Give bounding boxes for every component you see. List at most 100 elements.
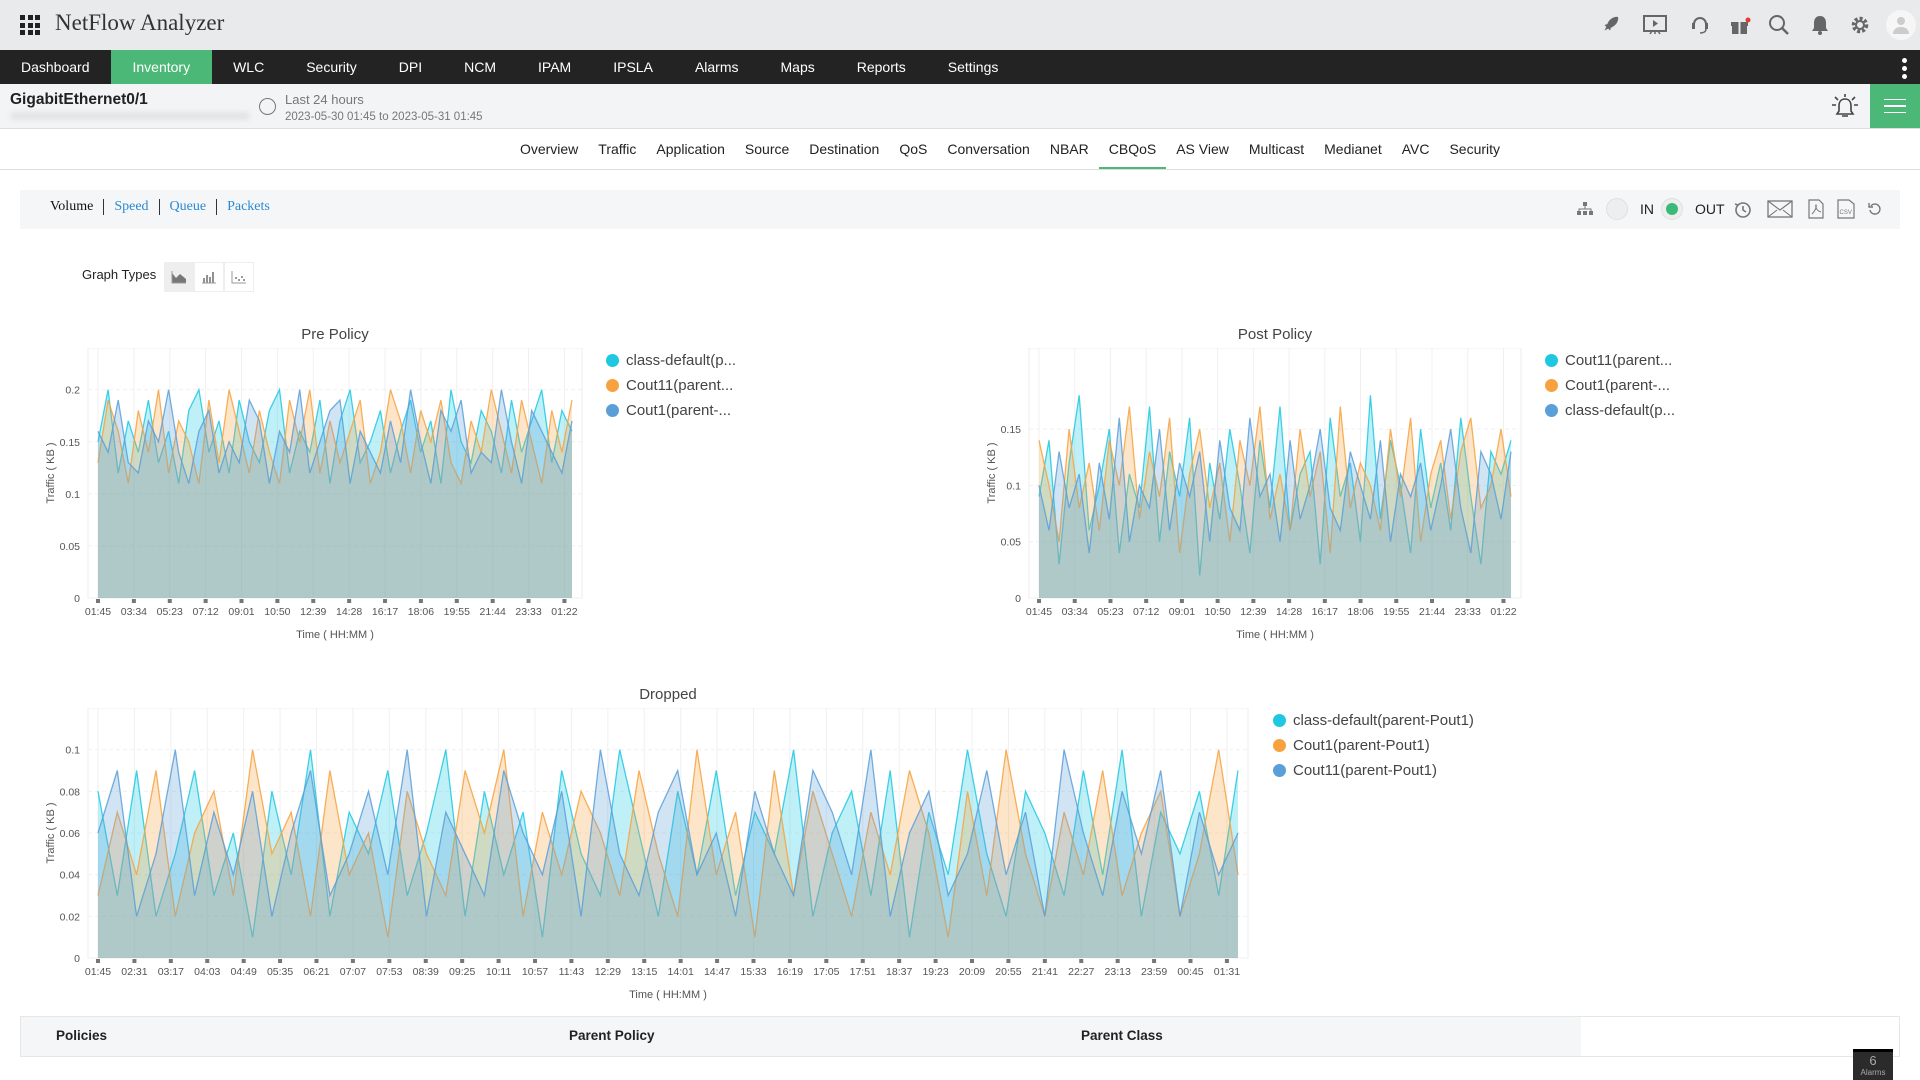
time-period[interactable]: Last 24 hours	[285, 92, 364, 107]
gift-icon[interactable]	[1727, 12, 1753, 38]
x-tick-label: 19:55	[1383, 606, 1409, 618]
legend-dropped: class-default(parent-Pout1) Cout1(parent-…	[1273, 708, 1474, 783]
legend-item[interactable]: class-default(p...	[1545, 398, 1675, 423]
x-tick-label: 10:57	[522, 966, 548, 978]
tab-traffic[interactable]: Traffic	[598, 141, 637, 157]
nav-item-wlc[interactable]: WLC	[233, 59, 265, 75]
x-tick-mark	[970, 959, 974, 963]
presentation-icon[interactable]	[1642, 12, 1668, 38]
in-toggle[interactable]	[1606, 198, 1628, 220]
x-tick-mark	[1108, 599, 1113, 603]
tab-qos[interactable]: QoS	[899, 141, 928, 157]
metric-volume[interactable]: Volume	[40, 199, 105, 215]
column-header-policies[interactable]: Policies	[56, 1028, 108, 1043]
x-tick-label: 09:01	[228, 606, 254, 618]
tab-multicast[interactable]: Multicast	[1248, 141, 1305, 157]
x-tick-label: 20:55	[995, 966, 1021, 978]
nav-item-security[interactable]: Security	[306, 59, 357, 75]
tab-avc[interactable]: AVC	[1401, 141, 1430, 157]
legend-item[interactable]: Cout1(parent-...	[1545, 373, 1675, 398]
alarm-label: Alarms	[1860, 1068, 1886, 1077]
nav-item-alarms[interactable]: Alarms	[694, 59, 739, 75]
pdf-icon[interactable]	[1808, 198, 1824, 220]
out-toggle[interactable]	[1661, 198, 1683, 220]
history-icon[interactable]	[1733, 198, 1753, 220]
x-tick-label: 04:03	[194, 966, 220, 978]
app-grid-icon[interactable]	[20, 15, 40, 35]
nav-item-maps[interactable]: Maps	[780, 59, 815, 75]
legend-label: class-default(parent-Pout1)	[1293, 712, 1474, 729]
nav-item-dpi[interactable]: DPI	[398, 59, 423, 75]
y-tick-label: 0.1	[65, 489, 80, 501]
x-tick-mark	[1215, 599, 1220, 603]
bar-chart-icon[interactable]	[194, 262, 224, 292]
tab-application[interactable]: Application	[656, 141, 725, 157]
legend-item[interactable]: Cout1(parent-...	[606, 398, 736, 423]
tab-security[interactable]: Security	[1449, 141, 1501, 157]
search-icon[interactable]	[1766, 12, 1792, 38]
headset-icon[interactable]	[1687, 12, 1713, 38]
nav-item-dashboard[interactable]: Dashboard	[21, 59, 90, 75]
alarms-badge[interactable]: 6 Alarms	[1853, 1049, 1893, 1080]
legend-item[interactable]: Cout11(parent...	[1545, 348, 1675, 373]
metric-packets[interactable]: Packets	[227, 199, 270, 214]
report-toolbar: Volume Speed Queue Packets IN OUT CSV	[20, 190, 1900, 229]
legend-item[interactable]: class-default(p...	[606, 348, 736, 373]
hierarchy-icon[interactable]	[1577, 198, 1593, 220]
x-axis-label: Time ( HH:MM )	[629, 989, 707, 1001]
tab-conversation[interactable]: Conversation	[947, 141, 1030, 157]
y-tick-label: 0.05	[60, 541, 81, 553]
nav-item-settings[interactable]: Settings	[947, 59, 999, 75]
avatar-icon[interactable]	[1886, 10, 1916, 40]
tab-as-view[interactable]: AS View	[1176, 141, 1229, 157]
more-options-icon[interactable]	[1902, 58, 1908, 79]
x-tick-label: 14:28	[336, 606, 362, 618]
scatter-chart-icon[interactable]	[224, 262, 254, 292]
x-tick-label: 16:17	[372, 606, 398, 618]
column-header-parent-class[interactable]: Parent Class	[1081, 1028, 1163, 1043]
x-tick-mark	[278, 959, 283, 963]
x-tick-mark	[1179, 599, 1184, 603]
refresh-icon[interactable]	[1868, 198, 1882, 220]
tab-destination[interactable]: Destination	[809, 141, 880, 157]
x-tick-mark	[350, 959, 355, 963]
tab-medianet[interactable]: Medianet	[1324, 141, 1382, 157]
metric-speed[interactable]: Speed	[104, 199, 160, 215]
x-tick-label: 23:13	[1105, 966, 1131, 978]
nav-item-reports[interactable]: Reports	[856, 59, 906, 75]
mail-icon[interactable]	[1767, 198, 1793, 220]
tab-cbqos[interactable]: CBQoS	[1098, 129, 1167, 169]
legend-item[interactable]: Cout11(parent...	[606, 373, 736, 398]
x-tick-label: 16:17	[1312, 606, 1338, 618]
nav-item-ncm[interactable]: NCM	[464, 59, 497, 75]
x-tick-label: 07:07	[340, 966, 366, 978]
alarm-bell-icon[interactable]	[1830, 93, 1860, 126]
tab-nbar[interactable]: NBAR	[1049, 141, 1089, 157]
nav-item-inventory[interactable]: Inventory	[110, 50, 213, 84]
tab-overview[interactable]: Overview	[519, 141, 579, 157]
rocket-icon[interactable]	[1597, 12, 1623, 38]
menu-button[interactable]	[1870, 84, 1920, 128]
gear-icon[interactable]	[1847, 12, 1873, 38]
csv-icon[interactable]: CSV	[1837, 198, 1855, 220]
column-header-parent-policy[interactable]: Parent Policy	[569, 1028, 655, 1043]
legend-item[interactable]: Cout11(parent-Pout1)	[1273, 758, 1474, 783]
x-tick-mark	[314, 959, 319, 963]
metric-queue[interactable]: Queue	[160, 199, 218, 215]
x-tick-label: 10:11	[486, 966, 512, 978]
bell-icon[interactable]	[1807, 12, 1833, 38]
area-chart-icon[interactable]	[164, 262, 194, 292]
clock-icon[interactable]	[259, 98, 276, 115]
chart-dropped: 01:45 02:31 03:17 04:03 04:49 05:35 06:21 07:07…	[45, 708, 1249, 1001]
legend-label: Cout1(parent-...	[1565, 377, 1671, 394]
nav-item-ipsla[interactable]: IPSLA	[613, 59, 653, 75]
x-tick-mark	[460, 959, 465, 963]
legend-item[interactable]: class-default(parent-Pout1)	[1273, 708, 1474, 733]
nav-item-ipam[interactable]: IPAM	[538, 59, 572, 75]
x-tick-label: 14:47	[704, 966, 730, 978]
y-axis-label: Traffic ( KB )	[45, 442, 57, 503]
x-tick-mark	[132, 959, 137, 963]
legend-item[interactable]: Cout1(parent-Pout1)	[1273, 733, 1474, 758]
tab-source[interactable]: Source	[744, 141, 790, 157]
x-tick-mark	[678, 959, 683, 963]
